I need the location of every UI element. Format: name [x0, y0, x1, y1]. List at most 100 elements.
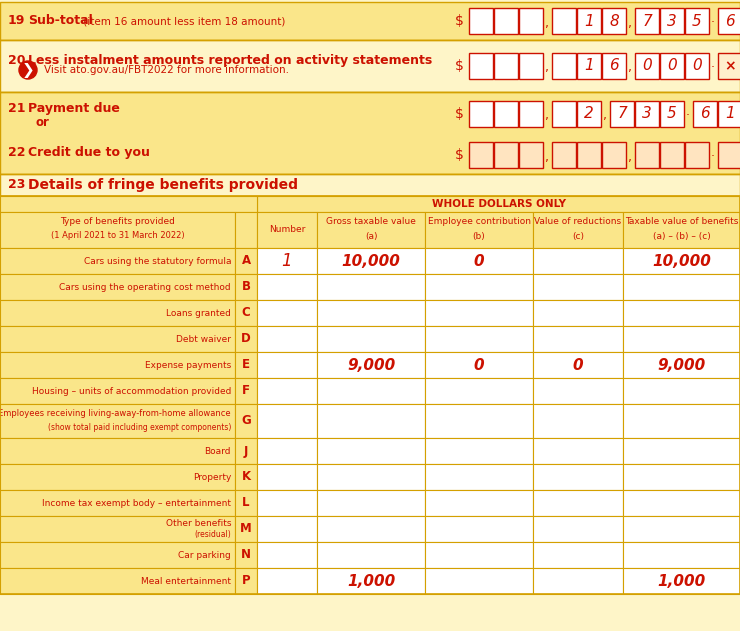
Bar — [660, 53, 684, 79]
Bar — [623, 542, 740, 568]
Text: Housing – units of accommodation provided: Housing – units of accommodation provide… — [32, 387, 231, 396]
Bar — [425, 300, 533, 326]
Bar — [0, 248, 235, 274]
Text: A: A — [241, 254, 251, 268]
Bar — [257, 352, 317, 378]
Text: ·: · — [711, 16, 715, 30]
Bar — [533, 404, 623, 438]
Text: Cars using the operating cost method: Cars using the operating cost method — [59, 283, 231, 292]
Bar — [623, 438, 740, 464]
Text: Cars using the statutory formula: Cars using the statutory formula — [84, 256, 231, 266]
Text: Property: Property — [192, 473, 231, 481]
Bar — [257, 568, 317, 594]
Text: 21: 21 — [8, 102, 25, 115]
Text: 0: 0 — [474, 254, 484, 269]
Text: Board: Board — [204, 447, 231, 456]
Bar — [0, 92, 740, 174]
Bar — [425, 274, 533, 300]
Text: N: N — [241, 548, 251, 562]
Bar — [0, 404, 235, 438]
Bar — [317, 352, 425, 378]
Text: 1,000: 1,000 — [657, 574, 706, 589]
Bar — [317, 404, 425, 438]
Bar — [635, 53, 659, 79]
Text: Credit due to you: Credit due to you — [28, 146, 150, 159]
Bar — [623, 352, 740, 378]
Bar — [552, 142, 576, 168]
Text: 1: 1 — [282, 252, 292, 270]
Bar — [623, 568, 740, 594]
Text: Other benefits: Other benefits — [166, 519, 231, 529]
Bar — [533, 212, 623, 248]
Text: Gross taxable value: Gross taxable value — [326, 218, 416, 227]
Bar — [0, 568, 235, 594]
Text: 3: 3 — [642, 107, 652, 122]
Text: 2: 2 — [584, 107, 594, 122]
Text: ,: , — [603, 110, 607, 122]
Bar — [635, 101, 659, 127]
Bar — [577, 53, 601, 79]
Text: (b): (b) — [473, 232, 485, 240]
Text: (item 16 amount less item 18 amount): (item 16 amount less item 18 amount) — [80, 16, 286, 26]
Bar — [494, 142, 518, 168]
Bar — [235, 438, 257, 464]
Bar — [623, 464, 740, 490]
Text: 1: 1 — [584, 59, 594, 73]
Bar — [519, 101, 543, 127]
Bar — [577, 142, 601, 168]
Bar — [519, 53, 543, 79]
Bar — [533, 352, 623, 378]
Bar — [0, 40, 740, 92]
Text: J: J — [243, 444, 248, 457]
Text: 7: 7 — [642, 13, 652, 28]
Bar — [257, 196, 740, 212]
Text: Expense payments: Expense payments — [145, 360, 231, 370]
Bar — [533, 378, 623, 404]
Text: WHOLE DOLLARS ONLY: WHOLE DOLLARS ONLY — [431, 199, 565, 209]
Bar — [533, 274, 623, 300]
Bar — [257, 404, 317, 438]
Text: ·: · — [711, 61, 715, 74]
Bar — [494, 101, 518, 127]
Bar — [257, 490, 317, 516]
Bar — [660, 101, 684, 127]
Bar — [317, 568, 425, 594]
Bar — [623, 404, 740, 438]
Bar — [533, 248, 623, 274]
Bar — [317, 438, 425, 464]
Bar — [257, 212, 317, 248]
Bar — [235, 464, 257, 490]
Text: Employees receiving living-away-from-home allowance: Employees receiving living-away-from-hom… — [0, 410, 231, 418]
Bar — [425, 568, 533, 594]
Text: Details of fringe benefits provided: Details of fringe benefits provided — [28, 178, 298, 192]
Bar — [623, 516, 740, 542]
Text: Visit ato.gov.au/FBT2022 for more information.: Visit ato.gov.au/FBT2022 for more inform… — [44, 65, 289, 75]
Bar — [718, 53, 740, 79]
Text: or: or — [36, 116, 50, 129]
Bar — [257, 248, 317, 274]
Bar — [235, 274, 257, 300]
Bar — [623, 248, 740, 274]
Bar — [425, 326, 533, 352]
Text: ,: , — [628, 61, 632, 74]
Text: E: E — [242, 358, 250, 372]
Text: 10,000: 10,000 — [652, 254, 711, 269]
Bar — [0, 438, 235, 464]
Bar — [235, 378, 257, 404]
Text: (c): (c) — [572, 232, 584, 240]
Bar — [494, 53, 518, 79]
Bar — [533, 568, 623, 594]
Text: $: $ — [455, 148, 464, 162]
Text: $: $ — [455, 107, 464, 121]
Text: K: K — [241, 471, 251, 483]
Bar — [718, 8, 740, 34]
Bar — [623, 378, 740, 404]
Text: 1: 1 — [584, 13, 594, 28]
Text: Number: Number — [269, 225, 305, 235]
Bar — [0, 490, 235, 516]
Text: ·: · — [711, 151, 715, 163]
Bar — [602, 53, 626, 79]
Bar — [533, 300, 623, 326]
Bar — [317, 464, 425, 490]
Bar — [623, 326, 740, 352]
